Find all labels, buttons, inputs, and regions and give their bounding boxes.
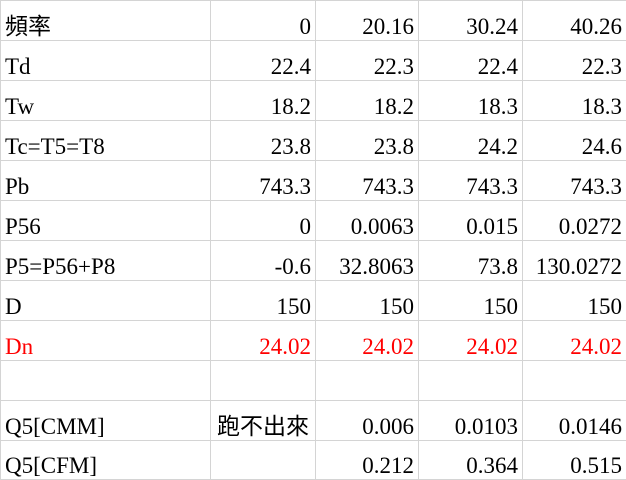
cell-value[interactable]: 23.8 bbox=[211, 121, 316, 161]
cell-value[interactable] bbox=[211, 441, 316, 480]
cell-value[interactable]: 743.3 bbox=[211, 161, 316, 201]
cell-value[interactable]: 22.3 bbox=[523, 41, 626, 81]
row-pb: Pb 743.3 743.3 743.3 743.3 bbox=[1, 161, 626, 201]
cell-value[interactable]: 743.3 bbox=[419, 161, 523, 201]
row-td: Td 22.4 22.3 22.4 22.3 bbox=[1, 41, 626, 81]
cell-label[interactable]: P56 bbox=[1, 201, 211, 241]
cell-value[interactable]: 0 bbox=[211, 1, 316, 41]
cell-value[interactable] bbox=[523, 361, 626, 401]
cell-value[interactable]: 24.6 bbox=[523, 121, 626, 161]
cell-value[interactable]: 20.16 bbox=[316, 1, 419, 41]
cell-value[interactable]: 0.006 bbox=[316, 401, 419, 441]
cell-value[interactable]: 150 bbox=[523, 281, 626, 321]
cell-value[interactable]: 18.3 bbox=[419, 81, 523, 121]
cell-value[interactable]: 0.212 bbox=[316, 441, 419, 480]
cell-label[interactable]: Pb bbox=[1, 161, 211, 201]
cell-value[interactable]: 23.8 bbox=[316, 121, 419, 161]
row-d: D 150 150 150 150 bbox=[1, 281, 626, 321]
cell-value[interactable]: 743.3 bbox=[523, 161, 626, 201]
row-p56: P56 0 0.0063 0.015 0.0272 bbox=[1, 201, 626, 241]
cell-value[interactable]: 24.2 bbox=[419, 121, 523, 161]
cell-value[interactable]: 18.2 bbox=[316, 81, 419, 121]
cell-value[interactable]: 0.364 bbox=[419, 441, 523, 480]
row-p5: P5=P56+P8 -0.6 32.8063 73.8 130.0272 bbox=[1, 241, 626, 281]
cell-value[interactable]: 150 bbox=[419, 281, 523, 321]
cell-value[interactable]: 0.0103 bbox=[419, 401, 523, 441]
cell-label[interactable]: Tc=T5=T8 bbox=[1, 121, 211, 161]
cell-value[interactable]: 18.2 bbox=[211, 81, 316, 121]
cell-label[interactable]: P5=P56+P8 bbox=[1, 241, 211, 281]
cell-value[interactable]: 22.4 bbox=[419, 41, 523, 81]
cell-value[interactable]: 32.8063 bbox=[316, 241, 419, 281]
cell-label[interactable] bbox=[1, 361, 211, 401]
cell-value[interactable]: 150 bbox=[211, 281, 316, 321]
cell-value[interactable] bbox=[316, 361, 419, 401]
cell-value[interactable]: 24.02 bbox=[316, 321, 419, 361]
cell-label[interactable]: Tw bbox=[1, 81, 211, 121]
cell-value[interactable] bbox=[419, 361, 523, 401]
row-tc: Tc=T5=T8 23.8 23.8 24.2 24.6 bbox=[1, 121, 626, 161]
cell-value[interactable]: 0.0272 bbox=[523, 201, 626, 241]
row-q5-cfm: Q5[CFM] 0.212 0.364 0.515 bbox=[1, 441, 626, 480]
cell-label[interactable]: 頻率 bbox=[1, 1, 211, 41]
cell-value[interactable]: 30.24 bbox=[419, 1, 523, 41]
cell-label[interactable]: D bbox=[1, 281, 211, 321]
row-frequency: 頻率 0 20.16 30.24 40.26 bbox=[1, 1, 626, 41]
cell-value[interactable]: 130.0272 bbox=[523, 241, 626, 281]
row-dn: Dn 24.02 24.02 24.02 24.02 bbox=[1, 321, 626, 361]
cell-label[interactable]: Dn bbox=[1, 321, 211, 361]
cell-value[interactable]: 743.3 bbox=[316, 161, 419, 201]
cell-value[interactable]: 22.4 bbox=[211, 41, 316, 81]
cell-label[interactable]: Q5[CFM] bbox=[1, 441, 211, 480]
cell-value[interactable] bbox=[211, 361, 316, 401]
cell-value[interactable]: 40.26 bbox=[523, 1, 626, 41]
cell-value[interactable]: 跑不出來 bbox=[211, 401, 316, 441]
cell-value[interactable]: 150 bbox=[316, 281, 419, 321]
cell-value[interactable]: 24.02 bbox=[523, 321, 626, 361]
cell-label[interactable]: Q5[CMM] bbox=[1, 401, 211, 441]
cell-value[interactable]: 0.0063 bbox=[316, 201, 419, 241]
cell-value[interactable]: -0.6 bbox=[211, 241, 316, 281]
row-q5-cmm: Q5[CMM] 跑不出來 0.006 0.0103 0.0146 bbox=[1, 401, 626, 441]
cell-value[interactable]: 0.0146 bbox=[523, 401, 626, 441]
cell-value[interactable]: 22.3 bbox=[316, 41, 419, 81]
cell-label[interactable]: Td bbox=[1, 41, 211, 81]
cell-value[interactable]: 24.02 bbox=[419, 321, 523, 361]
cell-value[interactable]: 73.8 bbox=[419, 241, 523, 281]
cell-value[interactable]: 18.3 bbox=[523, 81, 626, 121]
cell-value[interactable]: 24.02 bbox=[211, 321, 316, 361]
cell-value[interactable]: 0.515 bbox=[523, 441, 626, 480]
row-empty bbox=[1, 361, 626, 401]
cell-value[interactable]: 0.015 bbox=[419, 201, 523, 241]
cell-value[interactable]: 0 bbox=[211, 201, 316, 241]
row-tw: Tw 18.2 18.2 18.3 18.3 bbox=[1, 81, 626, 121]
